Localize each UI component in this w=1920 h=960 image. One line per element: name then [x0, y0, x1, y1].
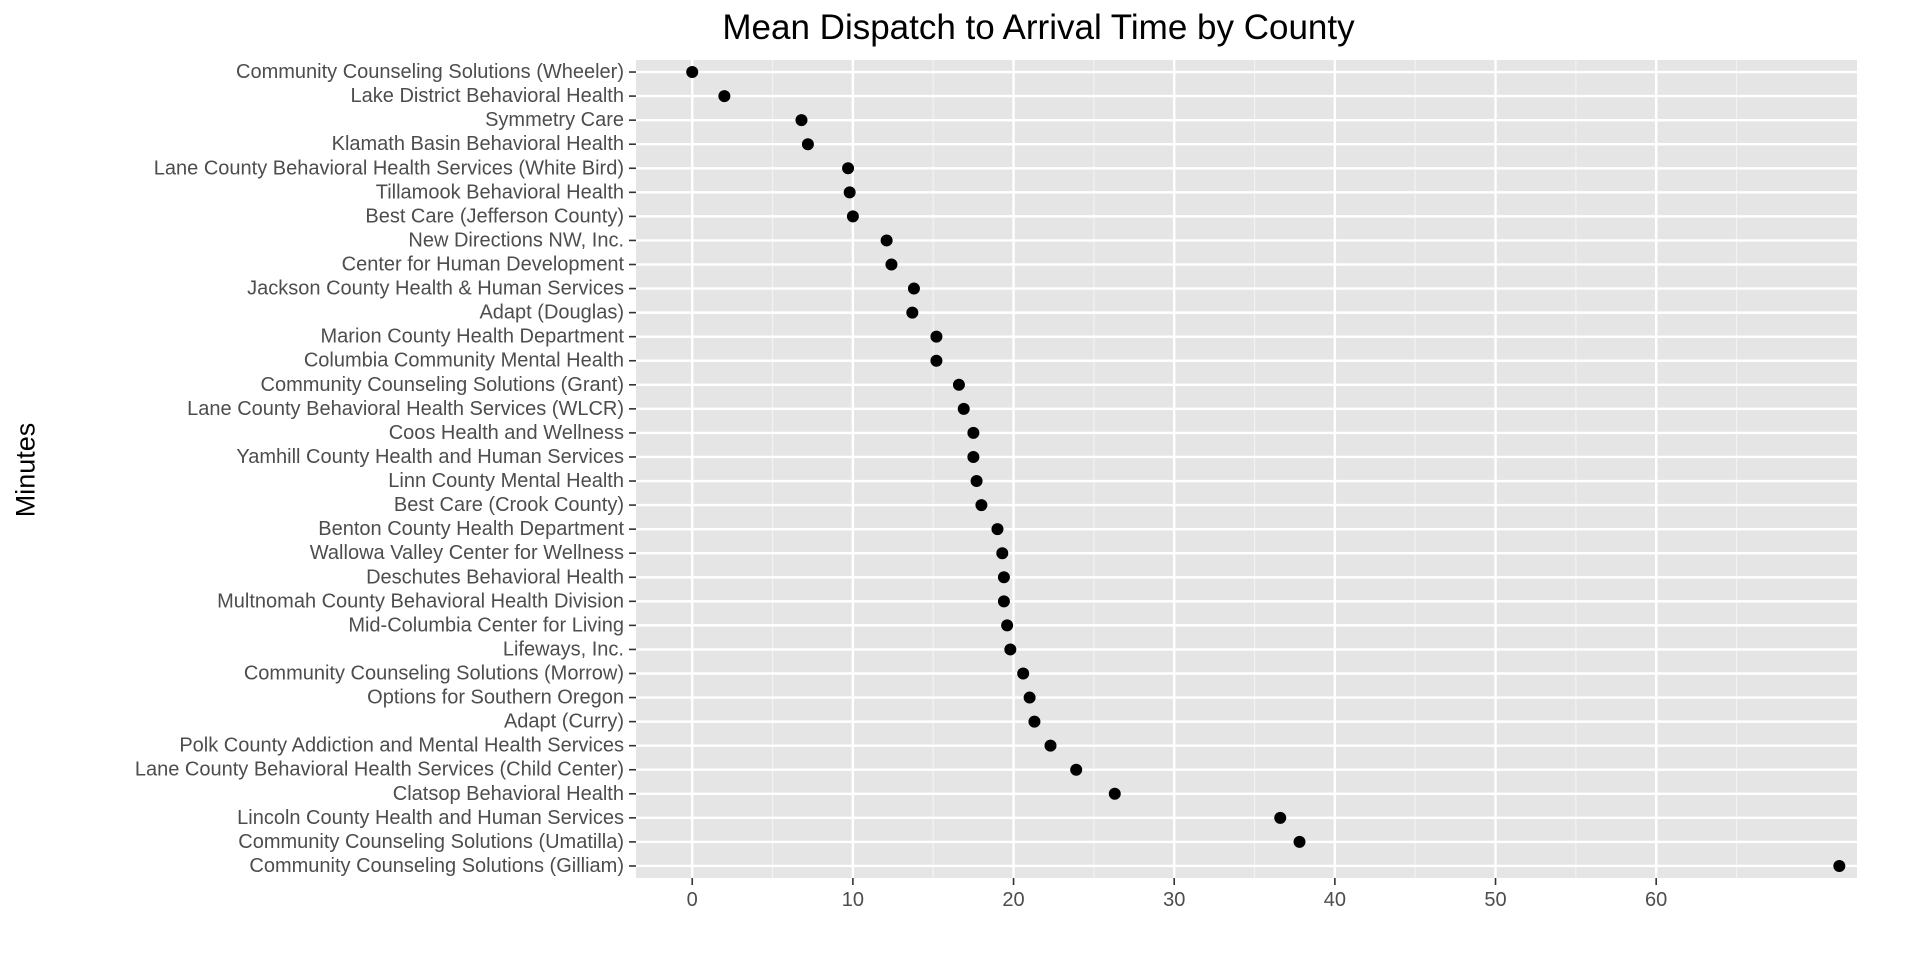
- y-tick-label: Benton County Health Department: [318, 518, 624, 540]
- y-tick-label: Symmetry Care: [485, 109, 624, 131]
- y-tick-label: Lane County Behavioral Health Services (…: [154, 157, 624, 179]
- y-tick-label: Best Care (Crook County): [394, 494, 624, 516]
- data-point: [997, 571, 1010, 584]
- data-point: [1293, 835, 1306, 848]
- data-point: [1274, 811, 1287, 824]
- y-tick-label: Multnomah County Behavioral Health Divis…: [217, 590, 624, 612]
- y-tick-label: Community Counseling Solutions (Wheeler): [236, 61, 624, 83]
- data-point: [991, 523, 1004, 536]
- y-tick-label: Coos Health and Wellness: [389, 422, 624, 444]
- y-tick-label: Jackson County Health & Human Services: [247, 278, 624, 300]
- data-point: [1070, 763, 1083, 776]
- data-point: [1023, 691, 1036, 704]
- data-point: [930, 354, 943, 367]
- y-tick-label: Center for Human Development: [342, 254, 625, 276]
- x-tick-label: 30: [1163, 889, 1185, 911]
- y-tick-label: Linn County Mental Health: [388, 470, 624, 492]
- x-tick-label: 50: [1484, 889, 1506, 911]
- data-point: [718, 90, 731, 103]
- x-tick-label: 10: [842, 889, 864, 911]
- data-point: [795, 114, 808, 127]
- data-point: [1001, 619, 1014, 632]
- data-point: [846, 210, 859, 223]
- y-tick-label: Polk County Addiction and Mental Health …: [179, 735, 624, 757]
- x-tick-label: 20: [1002, 889, 1024, 911]
- y-tick-label: Lifeways, Inc.: [503, 638, 624, 660]
- y-tick-label: Yamhill County Health and Human Services: [236, 446, 624, 468]
- data-points: [686, 66, 1846, 872]
- minor-gridlines: [771, 60, 1738, 878]
- y-tick-label: Deschutes Behavioral Health: [366, 566, 624, 588]
- data-point: [957, 402, 970, 415]
- y-tick-label: Community Counseling Solutions (Gilliam): [249, 855, 624, 877]
- x-tick-label: 40: [1324, 889, 1346, 911]
- y-tick-label: Options for Southern Oregon: [367, 687, 624, 709]
- data-point: [930, 330, 943, 343]
- data-point: [996, 547, 1009, 560]
- y-tick-label: Marion County Health Department: [321, 326, 625, 348]
- y-tick-label: Clatsop Behavioral Health: [393, 783, 624, 805]
- data-point: [1004, 643, 1017, 656]
- data-point: [967, 450, 980, 463]
- y-tick-label: Tillamook Behavioral Health: [376, 181, 624, 203]
- y-tick-label: Lake District Behavioral Health: [351, 85, 624, 107]
- y-tick-label: Best Care (Jefferson County): [365, 205, 624, 227]
- y-tick-label: Community Counseling Solutions (Umatilla…: [238, 831, 624, 853]
- y-tick-label: Lane County Behavioral Health Services (…: [187, 398, 624, 420]
- y-tick-label: Adapt (Douglas): [479, 302, 624, 324]
- data-point: [906, 306, 919, 319]
- x-axis-labels: 0 10 20 30 40 50 60: [687, 889, 1668, 911]
- x-tick-label: 0: [687, 889, 698, 911]
- x-tick-label: 60: [1645, 889, 1667, 911]
- plot-panel: [636, 60, 1857, 878]
- x-axis-ticks: [691, 878, 1657, 885]
- y-tick-label: Lincoln County Health and Human Services: [237, 807, 624, 829]
- y-tick-label: Community Counseling Solutions (Morrow): [244, 663, 624, 685]
- y-axis-ticks: [629, 71, 636, 867]
- y-tick-label: Lane County Behavioral Health Services (…: [135, 759, 624, 781]
- data-point: [997, 595, 1010, 608]
- y-tick-label: Community Counseling Solutions (Grant): [261, 374, 625, 396]
- y-tick-label: Adapt (Curry): [504, 711, 624, 733]
- data-point: [842, 162, 855, 175]
- data-point: [970, 475, 983, 488]
- data-point: [975, 499, 988, 512]
- data-point: [801, 138, 814, 151]
- data-point: [686, 66, 699, 79]
- data-point: [967, 426, 980, 439]
- data-point: [1833, 859, 1846, 872]
- data-point: [907, 282, 920, 295]
- y-tick-label: New Directions NW, Inc.: [408, 229, 624, 251]
- y-tick-label: Wallowa Valley Center for Wellness: [310, 542, 624, 564]
- y-tick-label: Klamath Basin Behavioral Health: [332, 133, 624, 155]
- y-tick-label: Mid-Columbia Center for Living: [348, 614, 624, 636]
- data-point: [880, 234, 893, 247]
- chart-title: Mean Dispatch to Arrival Time by County: [722, 8, 1355, 47]
- y-axis-labels: Community Counseling Solutions (Wheeler)…: [135, 61, 625, 877]
- data-point: [1044, 739, 1057, 752]
- data-point: [1017, 667, 1030, 680]
- data-point: [952, 378, 965, 391]
- data-point: [1108, 787, 1121, 800]
- data-point: [1028, 715, 1041, 728]
- y-tick-label: Columbia Community Mental Health: [304, 350, 624, 372]
- data-point: [843, 186, 856, 199]
- data-point: [885, 258, 898, 271]
